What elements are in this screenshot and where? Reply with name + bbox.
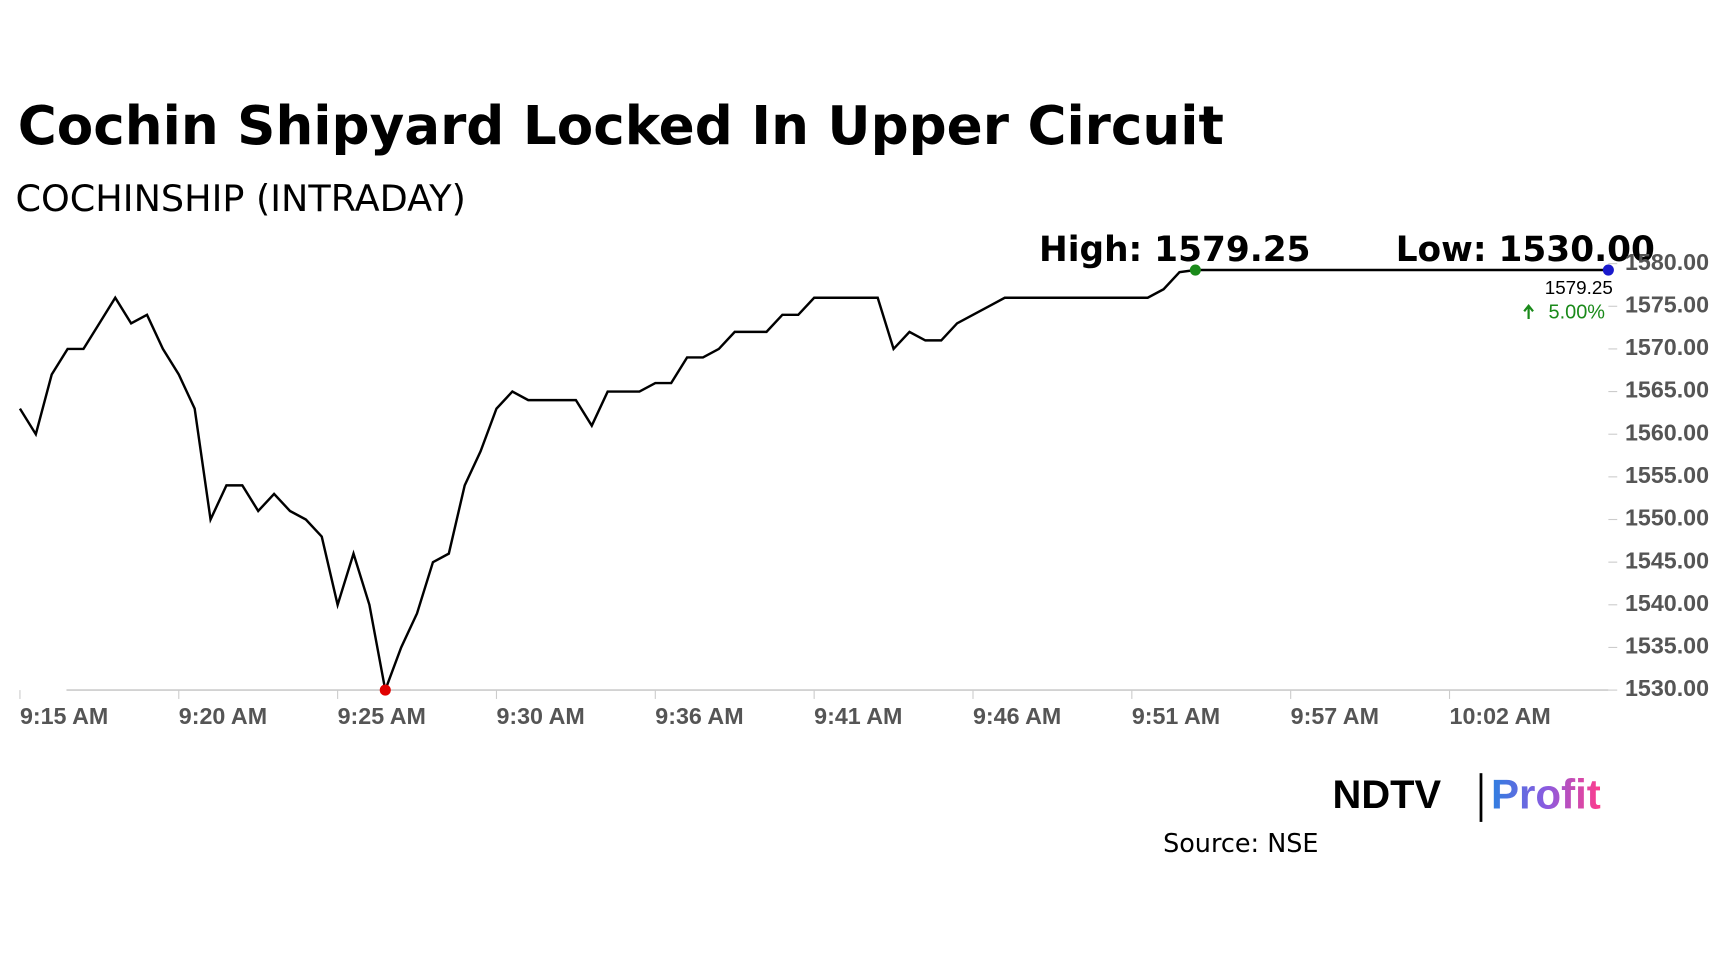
logo-profit: Profit <box>1491 771 1601 818</box>
logo-ndtv: NDTV <box>1333 773 1442 817</box>
y-tick-label: 1575.00 <box>1625 291 1709 317</box>
up-arrow <box>1523 303 1534 320</box>
y-tick-label: 1565.00 <box>1625 377 1709 403</box>
chart-subtitle: COCHINSHIP (INTRADAY) <box>16 177 466 220</box>
y-tick-label: 1560.00 <box>1625 419 1709 445</box>
high-marker <box>1189 264 1201 276</box>
y-tick-label: 1530.00 <box>1625 675 1709 701</box>
y-tick-label: 1540.00 <box>1625 590 1709 616</box>
x-tick-label: 9:30 AM <box>496 703 584 729</box>
x-tick-label: 9:57 AM <box>1291 703 1379 729</box>
chart-title: Cochin Shipyard Locked In Upper Circuit <box>18 95 1224 157</box>
x-tick-label: 10:02 AM <box>1450 703 1551 729</box>
y-tick-label: 1545.00 <box>1625 547 1709 573</box>
low-marker <box>379 684 391 696</box>
y-tick-label: 1580.00 <box>1625 249 1709 275</box>
x-tick-label: 9:46 AM <box>973 703 1061 729</box>
high-annotation: High: 1579.25 <box>1039 230 1311 270</box>
last-marker <box>1602 264 1614 276</box>
x-tick-label: 9:15 AM <box>20 703 108 729</box>
y-tick-label: 1570.00 <box>1625 334 1709 360</box>
y-tick-label: 1535.00 <box>1625 633 1709 659</box>
x-tick-label: 9:51 AM <box>1132 703 1220 729</box>
y-tick-label: 1555.00 <box>1625 462 1709 488</box>
change-label: 5.00% <box>1549 302 1606 324</box>
source: Source: NSE <box>1163 829 1318 859</box>
x-tick-label: 9:36 AM <box>655 703 743 729</box>
x-tick-label: 9:20 AM <box>179 703 267 729</box>
last-price-label: 1579.25 <box>1545 277 1613 298</box>
x-tick-label: 9:41 AM <box>814 703 902 729</box>
price-line <box>18 268 1609 695</box>
y-tick-label: 1550.00 <box>1625 505 1709 531</box>
x-tick-label: 9:25 AM <box>338 703 426 729</box>
